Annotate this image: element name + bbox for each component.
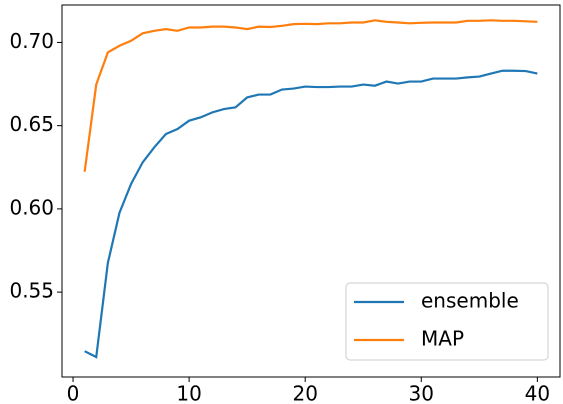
x-tick-label: 0 [67,382,80,404]
line-series [83,19,538,172]
legend-label: ensemble [421,289,519,313]
line-series [84,69,538,359]
y-tick-label: 0.60 [9,195,54,219]
y-tick-label: 0.70 [9,29,54,53]
x-tick-label: 40 [525,382,550,404]
x-tick-label: 10 [176,382,201,404]
y-tick-label: 0.55 [9,279,54,303]
x-tick-label: 30 [409,382,434,404]
y-tick-label: 0.65 [9,112,54,136]
legend-label: MAP [421,327,464,351]
x-tick-label: 20 [292,382,317,404]
plot-frame [61,4,561,378]
